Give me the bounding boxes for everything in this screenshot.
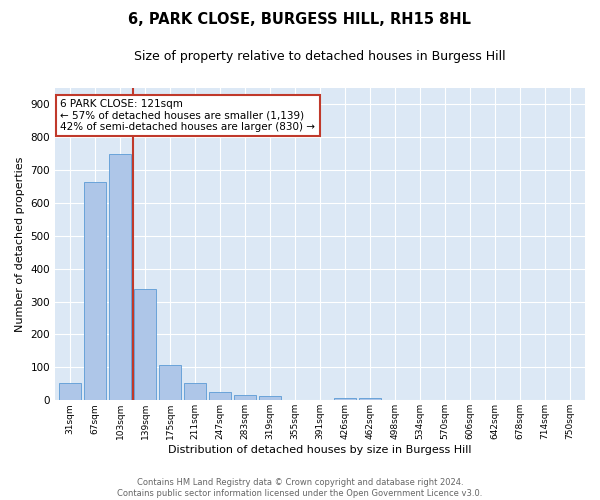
Bar <box>184 383 206 400</box>
Bar <box>259 396 281 400</box>
Bar <box>85 182 106 400</box>
Bar <box>209 392 230 400</box>
Bar <box>334 398 356 400</box>
Bar <box>359 398 380 400</box>
Y-axis label: Number of detached properties: Number of detached properties <box>15 156 25 332</box>
Text: 6 PARK CLOSE: 121sqm
← 57% of detached houses are smaller (1,139)
42% of semi-de: 6 PARK CLOSE: 121sqm ← 57% of detached h… <box>61 98 316 132</box>
Text: Contains HM Land Registry data © Crown copyright and database right 2024.
Contai: Contains HM Land Registry data © Crown c… <box>118 478 482 498</box>
Bar <box>109 154 131 400</box>
Title: Size of property relative to detached houses in Burgess Hill: Size of property relative to detached ho… <box>134 50 506 63</box>
Bar <box>235 394 256 400</box>
Bar <box>59 383 80 400</box>
Text: 6, PARK CLOSE, BURGESS HILL, RH15 8HL: 6, PARK CLOSE, BURGESS HILL, RH15 8HL <box>128 12 472 28</box>
Bar <box>160 365 181 400</box>
X-axis label: Distribution of detached houses by size in Burgess Hill: Distribution of detached houses by size … <box>168 445 472 455</box>
Bar <box>134 289 155 401</box>
